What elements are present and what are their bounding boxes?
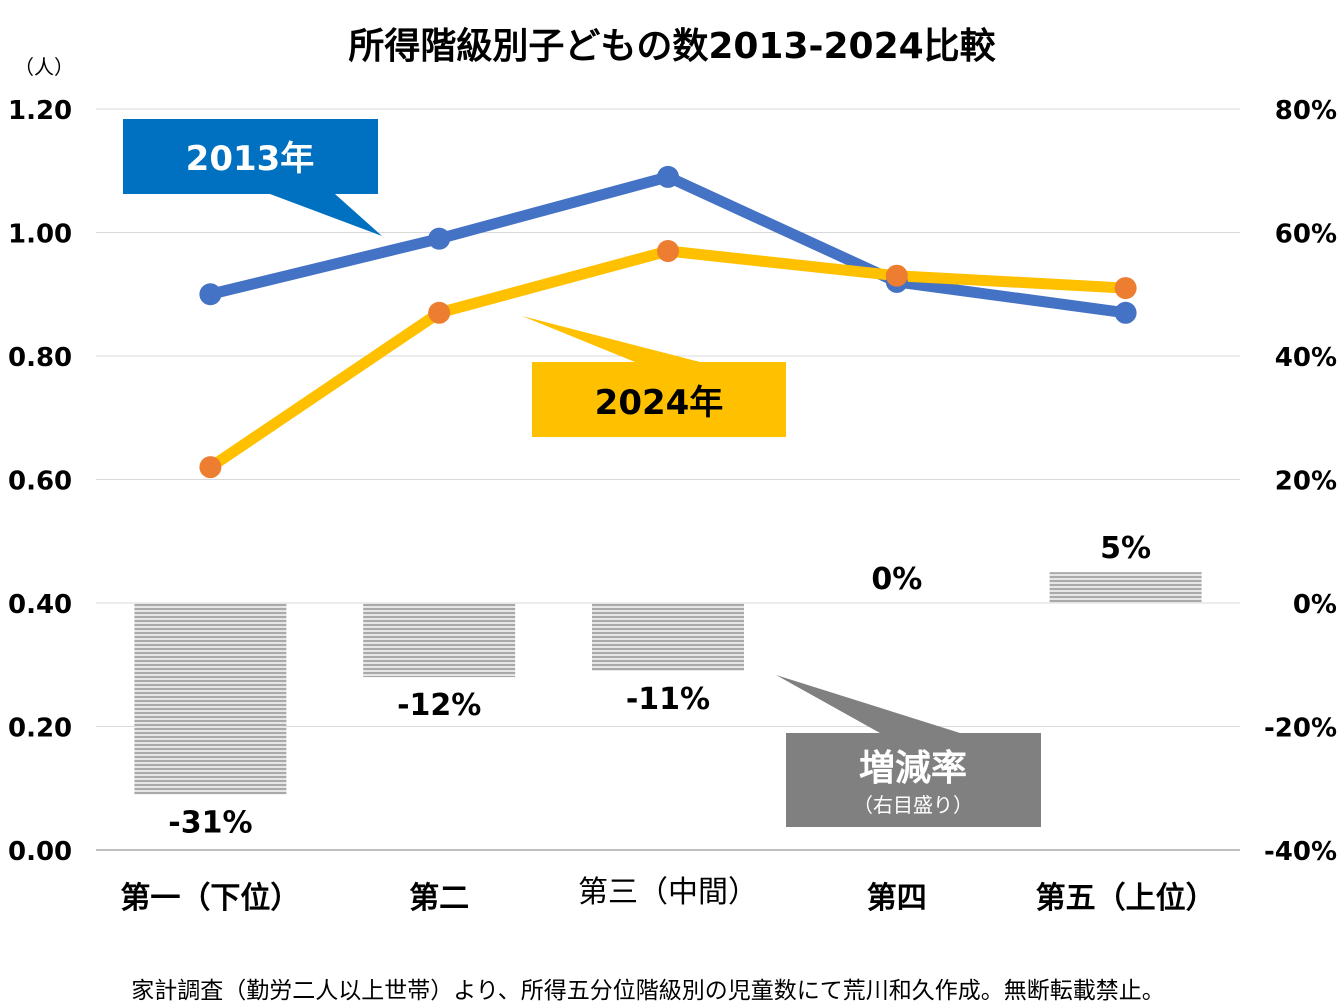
right-tick-label: 80% [1275, 96, 1337, 126]
bar-rate [592, 603, 744, 671]
data-point-2024年 [1114, 277, 1137, 300]
data-point-2024年 [199, 456, 222, 479]
chart-title: 所得階級別子どもの数2013-2024比較 [348, 26, 996, 67]
category-label: 第一（下位） [120, 881, 300, 916]
right-tick-label: -40% [1264, 837, 1337, 867]
right-tick-label: 60% [1275, 220, 1337, 250]
callout-2013-label: 2013年 [186, 139, 315, 179]
left-axis-unit: （人） [14, 55, 74, 79]
bar-data-label: -11% [626, 682, 710, 717]
callout-2024-label: 2024年 [595, 383, 724, 423]
bar-data-label: 0% [871, 562, 922, 597]
bar-data-label: -31% [168, 805, 252, 840]
right-tick-label: 0% [1293, 590, 1337, 620]
callout-2024: 2024年 [522, 316, 786, 437]
category-label: 第三（中間） [578, 875, 758, 910]
callout-rate-label: 増減率 [859, 748, 967, 789]
left-tick-label: 0.40 [8, 590, 72, 620]
right-tick-label: 20% [1275, 467, 1337, 497]
left-tick-label: 0.80 [8, 343, 72, 373]
left-tick-label: 0.20 [8, 714, 72, 744]
left-tick-label: 0.00 [8, 837, 72, 867]
bar-rate [363, 603, 516, 678]
data-point-2013年 [657, 165, 679, 188]
category-label: 第二 [409, 881, 469, 916]
callout-rate: 増減率 （右目盛り） [776, 675, 1041, 827]
bar-data-label: 5% [1100, 531, 1151, 566]
left-tick-label: 0.60 [8, 467, 72, 497]
data-point-2024年 [428, 301, 451, 324]
data-point-2013年 [1114, 301, 1137, 324]
left-tick-label: 1.00 [8, 220, 72, 250]
left-tick-label: 1.20 [8, 96, 72, 126]
bar-data-label: -12% [397, 688, 481, 723]
footnote: 家計調査（勤労二人以上世帯）より、所得五分位階級別の児童数にて荒川和久作成。無断… [131, 978, 1165, 1004]
category-label: 第五（上位） [1036, 881, 1216, 916]
data-point-2013年 [428, 227, 451, 250]
data-point-2024年 [885, 264, 908, 287]
data-point-2013年 [199, 283, 222, 306]
data-point-2024年 [657, 240, 679, 263]
callout-rate-sublabel: （右目盛り） [853, 793, 973, 817]
right-tick-label: 40% [1275, 343, 1337, 373]
bar-rate [134, 603, 287, 795]
category-label: 第四 [867, 881, 927, 916]
bar-rate [1049, 572, 1202, 603]
right-tick-label: -20% [1264, 714, 1337, 744]
callout-2013: 2013年 [123, 119, 382, 236]
